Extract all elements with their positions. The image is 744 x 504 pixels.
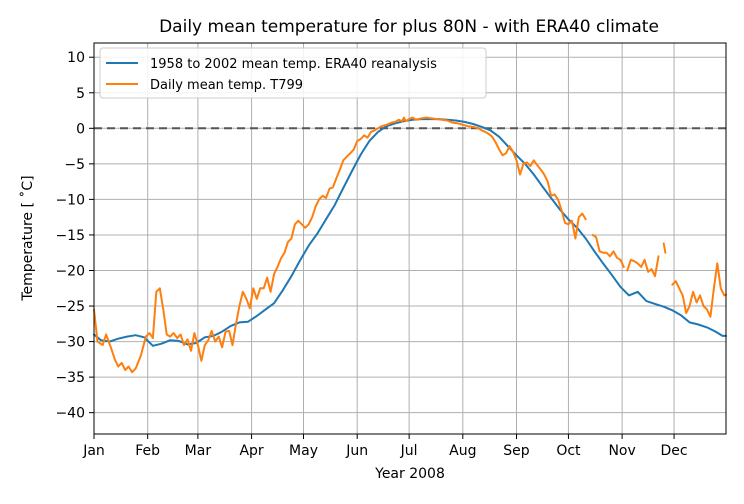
x-tick-label: Feb: [135, 443, 160, 459]
series-line-t799: [93, 116, 587, 374]
y-tick-label: 10: [67, 50, 85, 66]
x-tick-label: Jun: [345, 443, 368, 459]
x-tick-label: Sep: [503, 443, 530, 459]
y-tick-label: −20: [55, 263, 85, 279]
chart-title: Daily mean temperature for plus 80N - wi…: [159, 17, 659, 37]
y-axis-label: Temperature [ ˚C]: [19, 175, 36, 301]
series-line-t799: [671, 262, 727, 318]
series-line-t799: [662, 242, 667, 254]
series-line-t799: [591, 233, 625, 268]
x-tick-label: Apr: [239, 443, 263, 459]
y-tick-label: 5: [76, 86, 85, 102]
y-tick-label: −5: [64, 157, 85, 173]
legend-label-t799: Daily mean temp. T799: [150, 78, 303, 93]
x-tick-label: Nov: [608, 443, 635, 459]
x-tick-label: May: [289, 443, 318, 459]
x-axis-label: Year 2008: [374, 466, 445, 482]
y-tick-label: −35: [55, 370, 85, 386]
x-tick-label: Jan: [82, 443, 105, 459]
series-line-t799: [626, 255, 660, 278]
y-tick-label: −30: [55, 335, 85, 351]
x-tick-label: Jul: [400, 443, 418, 459]
plot-frame: [93, 42, 727, 435]
x-tick-label: Mar: [185, 443, 212, 459]
legend-label-era40: 1958 to 2002 mean temp. ERA40 reanalysis: [150, 57, 437, 72]
legend: 1958 to 2002 mean temp. ERA40 reanalysis…: [99, 47, 487, 99]
legend-box: [99, 47, 487, 99]
y-tick-label: −40: [55, 406, 85, 422]
y-tick-label: −15: [55, 228, 85, 244]
x-axis: Jan Feb Mar Apr May Jun Jul Aug Sep Oct Nov Dec: [82, 434, 688, 459]
x-tick-label: Dec: [661, 443, 688, 459]
y-axis: 10 5 0 −5 −10 −15 −20 −25 −30 −35 −40: [55, 50, 94, 422]
series-layer: [93, 116, 727, 374]
x-tick-label: Aug: [449, 443, 476, 459]
series-line-era40: [93, 118, 727, 347]
y-tick-label: 0: [76, 121, 85, 137]
y-tick-label: −25: [55, 299, 85, 315]
y-tick-label: −10: [55, 192, 85, 208]
x-tick-label: Oct: [556, 443, 581, 459]
